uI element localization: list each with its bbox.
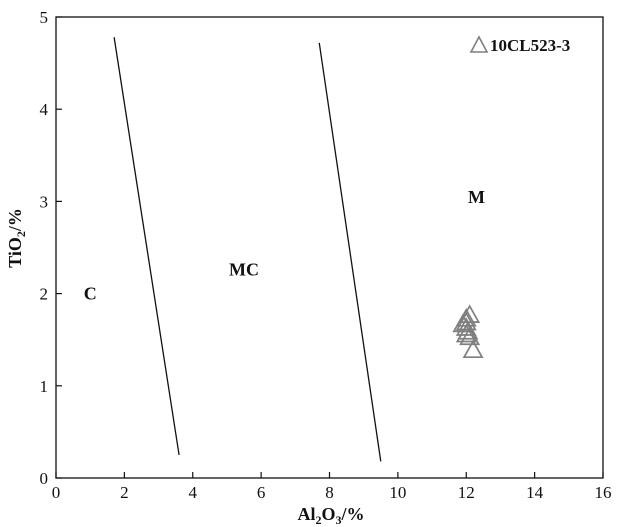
y-tick-label: 0 <box>40 469 49 488</box>
boundary-line <box>318 42 382 462</box>
plot-frame <box>55 16 604 479</box>
x-tick-label: 12 <box>458 483 475 502</box>
x-tick-label: 4 <box>189 483 198 502</box>
y-tick-label: 1 <box>40 377 49 396</box>
legend-marker-triangle <box>469 35 489 53</box>
boundary-line <box>113 37 180 456</box>
x-tick-label: 0 <box>52 483 61 502</box>
x-tick-label: 16 <box>595 483 612 502</box>
y-tick-label: 4 <box>40 100 49 119</box>
region-label: M <box>468 187 485 207</box>
data-point <box>455 311 477 331</box>
x-tick-label: 14 <box>526 483 544 502</box>
y-tick-label: 3 <box>40 192 49 211</box>
y-tick-label: 5 <box>40 8 49 27</box>
region-label: MC <box>229 260 259 280</box>
x-tick-label: 10 <box>389 483 406 502</box>
legend: 10CL523-3 <box>469 35 570 55</box>
data-point <box>462 339 484 359</box>
region-label: C <box>84 284 97 304</box>
data-point <box>455 323 477 343</box>
x-tick-label: 2 <box>120 483 129 502</box>
x-tick-label: 8 <box>325 483 334 502</box>
legend-label: 10CL523-3 <box>490 36 570 55</box>
data-point <box>459 326 481 346</box>
x-axis-title: Al2O3/% <box>297 504 364 527</box>
y-tick-label: 2 <box>40 285 49 304</box>
y-axis-title: TiO2/% <box>5 208 28 268</box>
x-tick-label: 6 <box>257 483 266 502</box>
